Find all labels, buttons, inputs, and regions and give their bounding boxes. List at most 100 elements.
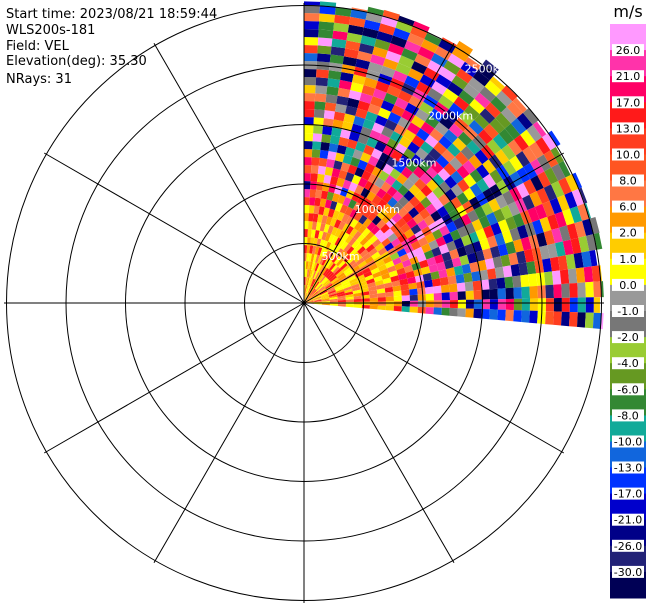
velocity-gate xyxy=(318,288,327,294)
velocity-gate xyxy=(353,298,362,302)
velocity-gate xyxy=(529,191,543,207)
velocity-gate xyxy=(315,77,329,87)
instrument-label: WLS200s-181 xyxy=(6,23,96,38)
velocity-gate xyxy=(353,304,362,309)
velocity-gate xyxy=(539,216,552,233)
velocity-gate xyxy=(425,286,434,295)
velocity-gate xyxy=(407,276,417,284)
velocity-gate xyxy=(390,35,408,48)
velocity-gate xyxy=(357,134,370,145)
velocity-gate xyxy=(390,275,400,283)
velocity-gate xyxy=(529,298,538,311)
velocity-gate xyxy=(327,261,334,270)
velocity-gate xyxy=(371,251,381,260)
velocity-gate xyxy=(380,65,396,78)
velocity-gate xyxy=(475,192,489,206)
velocity-gate xyxy=(374,141,387,153)
velocity-gate xyxy=(353,254,363,263)
colorbar-tick-bg xyxy=(612,565,644,578)
velocity-gate xyxy=(564,191,578,209)
velocity-gate xyxy=(308,286,313,295)
velocity-gate xyxy=(443,201,456,214)
velocity-gate xyxy=(334,202,343,212)
velocity-gate xyxy=(401,300,410,307)
velocity-gate xyxy=(441,149,455,163)
velocity-gate xyxy=(377,209,388,220)
velocity-gate xyxy=(304,285,306,294)
velocity-gate xyxy=(340,72,354,83)
velocity-gate xyxy=(319,275,326,283)
velocity-gate xyxy=(512,213,525,228)
velocity-gate xyxy=(486,139,502,155)
velocity-gate xyxy=(473,308,482,319)
velocity-gate xyxy=(484,80,502,97)
velocity-gate xyxy=(547,214,560,230)
velocity-gate xyxy=(336,289,345,294)
velocity-gate xyxy=(350,280,359,287)
velocity-gate xyxy=(481,309,490,320)
velocity-gate xyxy=(482,173,497,189)
velocity-gate xyxy=(529,310,538,324)
velocity-gate xyxy=(409,300,418,307)
velocity-gate xyxy=(520,274,530,288)
velocity-gate xyxy=(334,268,342,276)
velocity-gate xyxy=(417,294,426,301)
velocity-gate xyxy=(325,260,332,269)
velocity-gate xyxy=(421,243,432,254)
velocity-gate xyxy=(394,262,404,271)
velocity-gate xyxy=(411,115,425,129)
velocity-gate xyxy=(338,274,347,281)
velocity-gate xyxy=(348,199,357,209)
velocity-gate xyxy=(331,279,340,286)
velocity-gate xyxy=(510,118,527,135)
velocity-gate xyxy=(542,200,555,217)
velocity-gate xyxy=(434,254,444,264)
velocity-gate xyxy=(474,206,487,219)
velocity-gate xyxy=(520,129,536,147)
velocity-gate xyxy=(397,184,409,197)
velocity-gate xyxy=(452,137,467,152)
velocity-gate xyxy=(438,135,453,150)
velocity-gate xyxy=(398,55,415,69)
velocity-gate xyxy=(387,233,398,243)
velocity-gate xyxy=(394,228,405,238)
velocity-gate xyxy=(438,95,454,110)
velocity-gate xyxy=(306,269,310,278)
velocity-gate xyxy=(310,165,319,174)
velocity-gate xyxy=(442,232,454,244)
velocity-gate xyxy=(372,205,383,216)
velocity-gate xyxy=(431,198,444,211)
velocity-gate xyxy=(314,263,320,272)
velocity-gate xyxy=(313,299,322,302)
velocity-gate xyxy=(345,216,354,226)
velocity-gate xyxy=(365,111,378,123)
velocity-gate xyxy=(345,225,354,235)
velocity-gate xyxy=(521,310,530,323)
velocity-gate xyxy=(392,257,402,266)
velocity-gate xyxy=(479,269,489,281)
colorbar-tick-bg xyxy=(612,174,644,187)
velocity-gate xyxy=(562,239,574,256)
velocity-gate xyxy=(448,102,465,118)
velocity-gate xyxy=(565,253,576,270)
velocity-gate xyxy=(304,109,315,118)
velocity-gate xyxy=(463,83,480,99)
velocity-gate xyxy=(305,299,314,303)
velocity-gate xyxy=(311,262,316,271)
velocity-gate xyxy=(360,35,377,47)
velocity-gate xyxy=(353,295,362,300)
velocity-gate xyxy=(482,159,497,174)
velocity-gate xyxy=(333,111,346,122)
velocity-gate xyxy=(318,157,328,167)
velocity-gate xyxy=(528,273,538,287)
velocity-gate xyxy=(387,111,402,124)
velocity-gate xyxy=(438,181,451,194)
velocity-gate xyxy=(396,217,407,229)
velocity-gate xyxy=(313,262,318,271)
velocity-gate xyxy=(385,174,397,187)
velocity-gate xyxy=(425,203,437,215)
velocity-gate xyxy=(411,262,421,271)
velocity-gate xyxy=(479,238,491,251)
velocity-gate xyxy=(457,299,466,309)
velocity-gate xyxy=(456,282,466,292)
